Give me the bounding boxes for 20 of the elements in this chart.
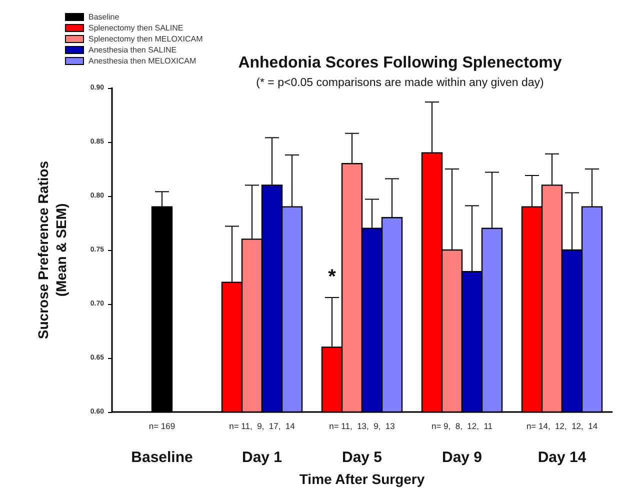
text: n= 169 <box>148 421 176 431</box>
x-tick-label: Day 1 <box>242 449 282 466</box>
text: n= 9, 8, 12, 11 <box>431 421 493 431</box>
x-tick-label: Baseline <box>131 449 193 466</box>
x-axis-title: Time After Surgery <box>299 471 425 487</box>
legend-label: Anesthesia then SALINE <box>88 46 177 54</box>
y-axis-title: Sucrose Preference Ratios (Mean & SEM) <box>35 160 69 340</box>
chart-subtitle: (* = p<0.05 comparisons are made within any given day) <box>256 77 544 89</box>
text: n= 11, 9, 17, 14 <box>229 421 296 431</box>
legend-label: Splenectomy then MELOXICAM <box>88 34 204 44</box>
legend-label: Splenectomy then SALINE <box>88 24 184 32</box>
x-tick-label: Day 14 <box>538 449 587 466</box>
text: n= 14, 12, 12, 14 <box>526 421 598 431</box>
annotation: * <box>328 266 336 288</box>
x-tick-label: Day 5 <box>342 449 382 466</box>
legend-label: Baseline <box>88 12 120 22</box>
chart-title: Anhedonia Scores Following Splenectomy <box>238 54 562 72</box>
legend-label: Anesthesia then MELOXICAM <box>88 56 196 66</box>
text: n= 11, 13, 9, 13 <box>329 421 396 431</box>
x-tick-label: Day 9 <box>442 449 482 466</box>
